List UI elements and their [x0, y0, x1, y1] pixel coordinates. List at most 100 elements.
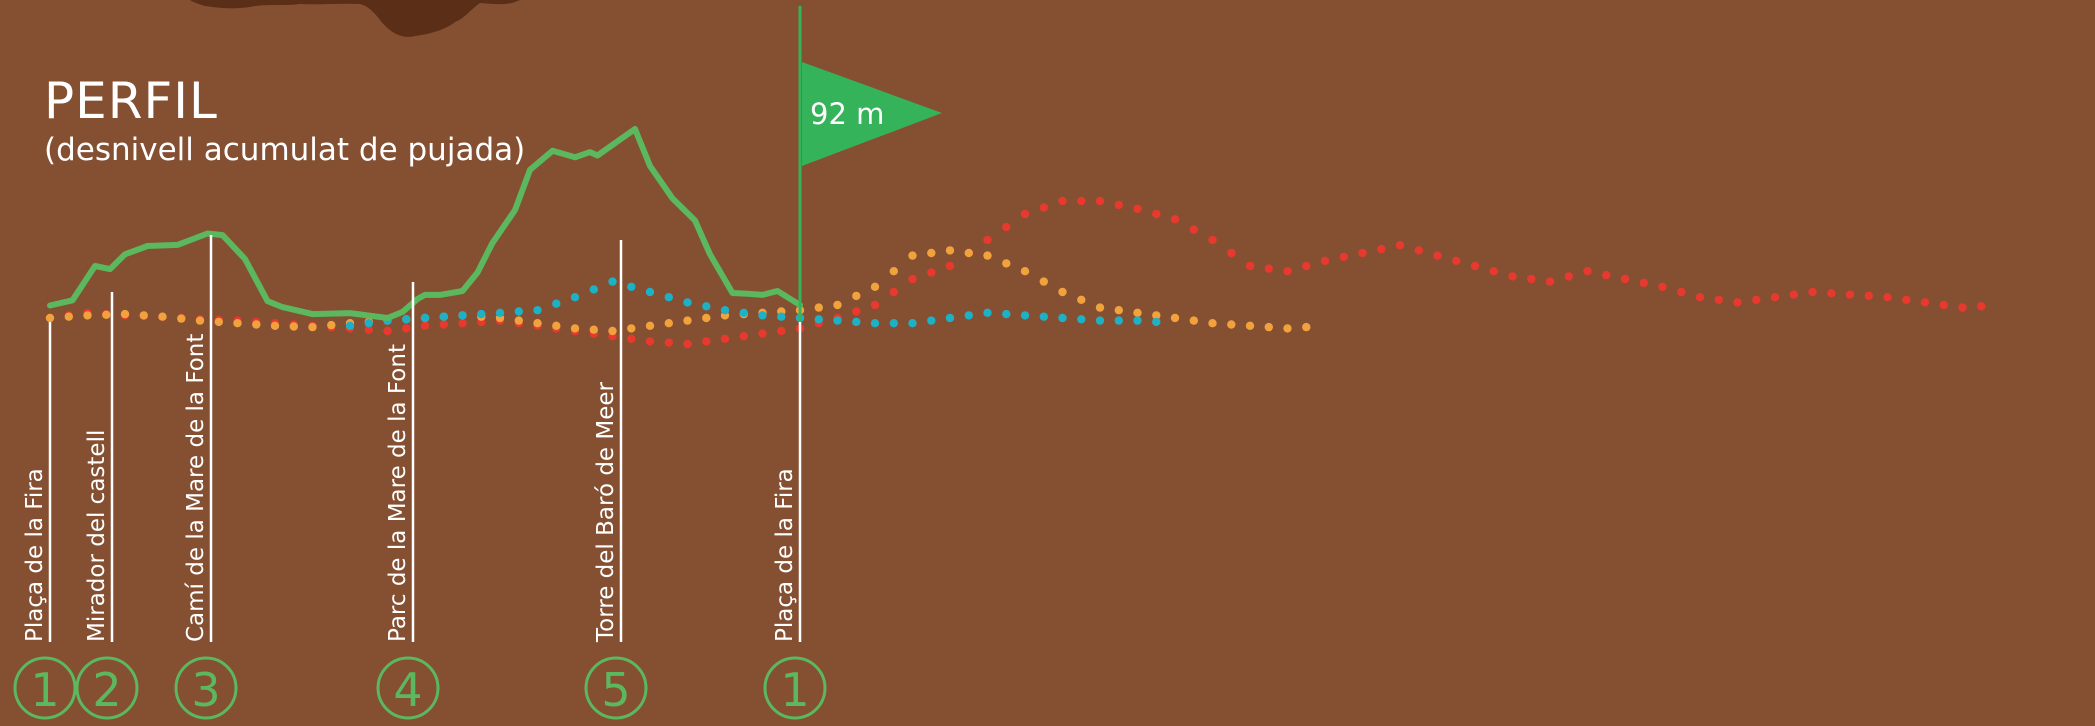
- series-3-dot: [814, 315, 823, 324]
- series-1-dot: [983, 235, 992, 245]
- series-2-dot: [1077, 295, 1086, 304]
- series-1-dot: [1958, 303, 1967, 312]
- stop-label: Camí de la Mare de la Font: [183, 334, 209, 642]
- series-2-dot: [1114, 306, 1124, 315]
- series-2-dot: [1002, 259, 1011, 268]
- chart-title: PERFIL: [44, 72, 218, 130]
- series-2-dot: [1133, 308, 1142, 317]
- stop-number: 4: [393, 663, 422, 717]
- series-2-dot: [252, 320, 261, 329]
- series-1-dot: [1545, 277, 1555, 286]
- dotted-series-group: [45, 196, 1986, 349]
- series-1-dot: [1864, 291, 1874, 301]
- series-3-dot: [439, 312, 448, 321]
- series-1-dot: [1808, 287, 1817, 297]
- series-3-dot: [495, 308, 505, 317]
- series-1-dot: [1770, 293, 1780, 302]
- series-2-dot: [1058, 287, 1067, 297]
- series-3-dot: [1020, 311, 1030, 320]
- series-2-dot: [83, 311, 92, 320]
- series-1-dot: [1733, 298, 1742, 307]
- series-3-dot: [402, 315, 411, 324]
- series-1-dot: [1039, 203, 1049, 212]
- series-1-dot: [1227, 248, 1236, 258]
- series-2-dot: [233, 319, 242, 328]
- series-2-dot: [908, 251, 917, 260]
- series-2-dot: [102, 310, 111, 319]
- series-3-dot: [870, 319, 880, 328]
- stop-number-circle: [584, 656, 648, 720]
- series-2-dot: [308, 322, 317, 332]
- series-1-dot: [1883, 293, 1892, 302]
- series-2-dot: [120, 309, 130, 319]
- series-1-dot: [1827, 289, 1836, 298]
- series-3-dot: [1077, 315, 1086, 324]
- series-2-dot: [139, 311, 148, 320]
- series-1-dot: [1358, 248, 1367, 258]
- series-3-dot: [702, 302, 711, 311]
- flag-banner: [802, 62, 942, 166]
- series-1-dot: [1602, 270, 1611, 280]
- series-2-dot: [514, 316, 523, 325]
- series-2-dot: [889, 267, 898, 276]
- series-1-dot: [1302, 261, 1311, 271]
- series-1-dot: [1527, 274, 1536, 284]
- stops-group: Plaça de la Fira 1 Mirador del castell 2 Cam…: [13, 235, 827, 720]
- series-3-dot: [1058, 313, 1067, 323]
- series-2-dot: [645, 321, 655, 330]
- series-3-dot: [570, 293, 580, 302]
- series-3-dot: [777, 312, 786, 321]
- series-1-dot: [758, 329, 767, 338]
- series-2-dot: [1170, 313, 1180, 323]
- series-2-dot: [814, 303, 823, 312]
- series-1-dot: [1564, 272, 1574, 281]
- series-3-dot: [1133, 316, 1142, 325]
- series-1-dot: [908, 274, 917, 284]
- series-2-dot: [852, 291, 861, 301]
- series-3-dot: [720, 306, 730, 315]
- series-1-dot: [870, 300, 880, 310]
- series-1-dot: [420, 321, 430, 330]
- finish-flag: 92 m: [798, 6, 942, 322]
- series-2-dot: [983, 251, 992, 260]
- series-3-dot: [1095, 316, 1105, 325]
- stop-number-circle: [75, 656, 139, 720]
- series-1-dot: [1245, 261, 1255, 271]
- series-2-dot: [927, 248, 936, 258]
- chart-subtitle: (desnivell acumulat de pujada): [44, 132, 525, 168]
- series-3-dot: [945, 313, 955, 323]
- series-2-dot: [195, 316, 205, 325]
- series-2-dot: [1208, 319, 1217, 328]
- series-3-dot: [739, 308, 748, 317]
- series-2-dot: [833, 300, 842, 310]
- series-2-dot: [1039, 277, 1049, 286]
- series-1-dot: [1620, 274, 1630, 284]
- series-2-dot: [1264, 322, 1274, 332]
- series-2-dot: [45, 313, 55, 323]
- stop-number-circle: [763, 656, 827, 720]
- series-1-dot: [458, 319, 467, 328]
- series-3-dot: [345, 321, 355, 330]
- series-1-dot: [1789, 290, 1799, 299]
- series-3-dot: [1002, 309, 1011, 319]
- stop-number: 1: [30, 663, 59, 717]
- series-2-dot: [945, 246, 955, 255]
- series-3-dot: [889, 319, 898, 328]
- stop-number: 2: [92, 663, 121, 717]
- series-1-dot: [1677, 287, 1686, 297]
- series-1-dot: [1320, 256, 1330, 265]
- series-2-dot: [664, 319, 673, 328]
- series-1-dot: [645, 337, 655, 346]
- series-1-dot: [702, 337, 711, 346]
- series-3-dot: [627, 282, 636, 291]
- stop-label: Torre del Baró de Meer: [593, 381, 619, 643]
- flag-label: 92 m: [810, 97, 884, 131]
- series-1-dot: [1470, 261, 1480, 271]
- series-1-dot: [1414, 246, 1424, 255]
- solid-series-group: [47, 126, 803, 321]
- series-2-dot: [1245, 321, 1255, 330]
- series-2-dot: [870, 282, 880, 291]
- series-1-dot: [945, 261, 955, 271]
- series-3-dot: [927, 316, 936, 325]
